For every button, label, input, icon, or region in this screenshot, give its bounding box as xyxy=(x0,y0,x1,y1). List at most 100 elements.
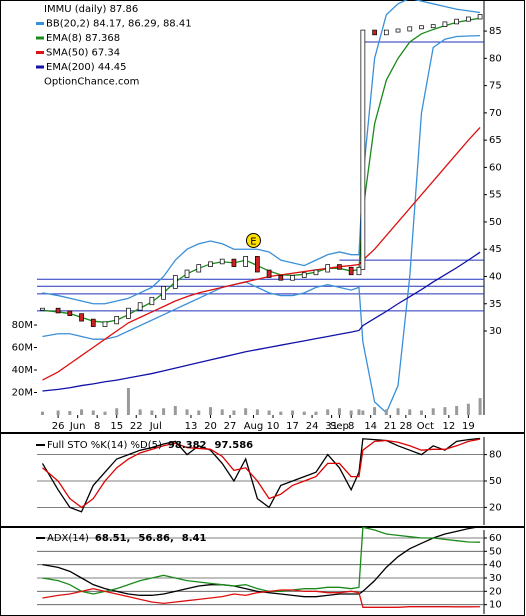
y-tick-label: 50 xyxy=(489,546,502,557)
x-tick-label: 12 xyxy=(442,421,455,432)
series-line xyxy=(42,438,481,509)
y-tick-label: 75 xyxy=(489,81,502,92)
y2-tick-label: 80M xyxy=(12,320,33,331)
volume-bar xyxy=(173,406,177,415)
candle xyxy=(114,316,120,325)
candle xyxy=(325,264,331,273)
volume-bar xyxy=(162,408,166,415)
candle xyxy=(372,29,377,36)
candle xyxy=(243,256,249,267)
candle xyxy=(313,269,319,276)
candle xyxy=(172,275,178,289)
volume-bar xyxy=(443,407,447,415)
x-tick-label: 17 xyxy=(286,421,299,432)
candle xyxy=(356,266,362,276)
candle xyxy=(255,256,260,273)
legend-label: 97.586 xyxy=(215,440,254,451)
candle xyxy=(454,18,459,25)
candle xyxy=(67,310,73,317)
x-tick-label: 8 xyxy=(348,421,354,432)
volume-bar xyxy=(138,409,142,415)
y-tick-label: 80 xyxy=(489,450,502,461)
candle xyxy=(395,28,401,33)
y-tick-label: 35 xyxy=(489,299,502,310)
volume-bar xyxy=(267,410,271,415)
candle xyxy=(55,307,61,314)
x-tick-label: 14 xyxy=(364,421,377,432)
volume-bar xyxy=(40,411,44,415)
volume-bar xyxy=(466,403,470,415)
event-marker xyxy=(245,232,261,248)
candle xyxy=(466,16,471,22)
candle xyxy=(383,29,389,36)
volume-bar xyxy=(314,411,318,415)
y-tick-label: 60 xyxy=(489,162,502,173)
x-tick-label: 24 xyxy=(306,421,319,432)
x-tick-label: 22 xyxy=(130,421,143,432)
candle xyxy=(430,24,436,29)
legend-label: EMA(8) 87.368 xyxy=(46,33,120,44)
series-line xyxy=(42,34,481,414)
candle xyxy=(126,307,131,319)
candle xyxy=(161,286,166,300)
y-tick-label: 40 xyxy=(489,560,502,571)
series-line xyxy=(42,526,481,598)
source-label: OptionChance.com xyxy=(44,77,139,88)
y-tick-label: 10 xyxy=(489,600,502,611)
candle xyxy=(79,313,84,322)
main-panel xyxy=(0,0,525,433)
y-tick-label: 40 xyxy=(489,271,502,282)
candle xyxy=(231,258,237,267)
volume-bar xyxy=(244,408,248,415)
x-tick-label: Jul xyxy=(149,421,162,432)
volume-bar xyxy=(220,409,224,415)
adx-panel xyxy=(0,527,525,616)
candle xyxy=(477,14,483,20)
x-tick-label: 26 xyxy=(52,421,65,432)
volume-bar xyxy=(255,409,259,415)
candle xyxy=(442,21,448,27)
candle xyxy=(208,261,213,267)
candle xyxy=(102,321,108,327)
volume-bar xyxy=(361,410,365,415)
candle xyxy=(407,26,413,32)
volume-bar xyxy=(419,410,423,415)
volume-bar xyxy=(337,408,341,415)
volume-bar xyxy=(150,410,154,415)
y-tick-label: 80 xyxy=(489,53,502,64)
volume-bar xyxy=(302,411,306,415)
candle xyxy=(40,307,45,311)
candle xyxy=(278,275,284,281)
y-tick-label: 55 xyxy=(489,190,502,201)
y-tick-label: 20 xyxy=(489,502,502,513)
series-line xyxy=(42,251,481,392)
candle xyxy=(348,266,354,276)
candle xyxy=(219,258,225,265)
volume-bar xyxy=(455,406,459,415)
volume-bar xyxy=(103,411,107,415)
x-tick-label: 28 xyxy=(399,421,412,432)
x-tick-label: Jun xyxy=(69,421,86,432)
candle xyxy=(301,272,307,278)
series-line xyxy=(42,0,481,305)
volume-bar xyxy=(396,408,400,415)
y-tick-label: 30 xyxy=(489,573,502,584)
volume-bar xyxy=(68,411,72,415)
candle xyxy=(149,296,155,306)
y-tick-label: 20 xyxy=(489,586,502,597)
x-tick-label: 8 xyxy=(94,421,100,432)
volume-bar xyxy=(185,409,189,415)
legend-label: EMA(200) 44.45 xyxy=(46,62,126,73)
volume-bar xyxy=(80,409,84,415)
x-tick-label: Oct xyxy=(417,421,434,432)
volume-bar xyxy=(197,410,201,415)
y-tick-label: 70 xyxy=(489,108,502,119)
legend-label: 8.41 xyxy=(182,533,207,544)
series-line xyxy=(42,588,481,608)
volume-bar xyxy=(326,409,330,415)
y-tick-label: 60 xyxy=(489,533,502,544)
candle xyxy=(266,269,272,278)
x-tick-label: 19 xyxy=(462,421,475,432)
candle xyxy=(184,269,190,278)
